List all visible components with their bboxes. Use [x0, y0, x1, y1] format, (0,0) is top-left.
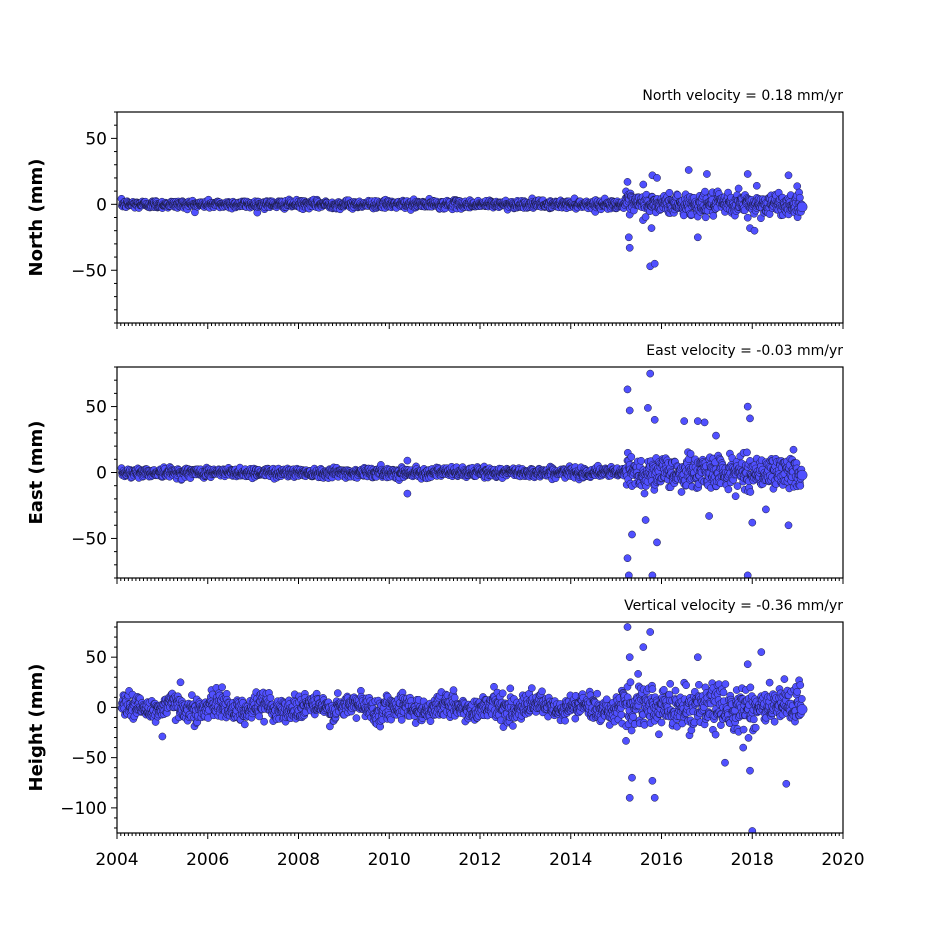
outlier-point [403, 456, 412, 465]
outlier-point [646, 369, 655, 378]
data-point [701, 213, 710, 222]
outlier-point [693, 417, 702, 425]
data-point [637, 456, 645, 465]
outlier-point [703, 170, 711, 178]
outlier-point [653, 174, 661, 182]
outlier-point [623, 178, 632, 186]
data-point [352, 714, 361, 722]
data-point [266, 694, 275, 702]
y-tick-label: −50 [71, 529, 107, 549]
outlier-point [647, 224, 656, 232]
data-point [627, 453, 636, 461]
data-point [701, 187, 709, 196]
east-panel: 50 0 −50 East velocity = -0.03 mm/yr East (m… [26, 343, 844, 584]
outlier-point [644, 404, 652, 412]
data-point [796, 481, 805, 490]
outlier-point [684, 166, 693, 174]
data-point [677, 488, 686, 496]
outlier-point [653, 538, 661, 547]
outlier-point [624, 233, 633, 242]
outlier-point [628, 530, 636, 539]
y-tick-label: 0 [96, 195, 107, 215]
outlier-point [625, 406, 634, 415]
outlier-point [650, 259, 659, 268]
panels: 50 0 −50 North velocity = 0.18 mm/yr North (… [26, 88, 865, 870]
y-tick-label: 50 [85, 398, 107, 418]
north-panel: 50 0 −50 North velocity = 0.18 mm/yr North (… [26, 88, 844, 329]
data-point [218, 683, 226, 692]
outlier-point [743, 402, 752, 411]
data-point [665, 188, 674, 197]
data-point [240, 720, 249, 729]
data-point [709, 212, 718, 220]
north-velocity-title: North velocity = 0.18 mm/yr [642, 88, 843, 104]
y-tick-label: 0 [96, 464, 107, 484]
data-point [746, 488, 755, 496]
east-velocity-title: East velocity = -0.03 mm/yr [646, 343, 843, 359]
outlier-point [748, 518, 757, 527]
east-points [117, 369, 808, 578]
data-point [397, 716, 406, 724]
outlier-point [625, 243, 634, 252]
outlier-point [403, 489, 412, 498]
north-points [117, 166, 808, 271]
outlier-point [700, 418, 709, 427]
data-point [743, 213, 752, 222]
data-point [731, 492, 740, 501]
outlier-point [784, 171, 793, 180]
data-point [796, 193, 804, 202]
outlier-point [650, 415, 659, 424]
last-point [796, 201, 808, 213]
outlier-point [743, 170, 752, 178]
data-point [724, 485, 733, 494]
outlier-point [762, 505, 770, 514]
data-point [260, 717, 268, 726]
outlier-point [750, 226, 759, 235]
y-tick-label: −50 [71, 261, 107, 281]
data-point [641, 213, 650, 221]
data-point [449, 686, 458, 694]
outlier-point [734, 184, 743, 193]
data-point [640, 489, 649, 498]
height-points [117, 623, 808, 833]
outlier-point [639, 180, 648, 189]
data-point [426, 717, 435, 726]
outlier-point [693, 233, 702, 242]
data-point [333, 689, 342, 697]
data-point [789, 445, 798, 454]
last-point [796, 469, 808, 481]
outlier-point [784, 521, 793, 530]
y-tick-label: 50 [85, 129, 107, 149]
outlier-point [623, 385, 632, 394]
outlier-point [623, 554, 632, 563]
outlier-point [705, 512, 713, 520]
outlier-point [641, 516, 650, 524]
outlier-point [746, 414, 754, 423]
outlier-point [680, 417, 689, 425]
outlier-point [752, 181, 761, 190]
east-axis-label: East (mm) [26, 421, 47, 525]
outlier-point [712, 431, 720, 440]
data-point [743, 448, 751, 457]
north-axis-label: North (mm) [26, 159, 47, 277]
